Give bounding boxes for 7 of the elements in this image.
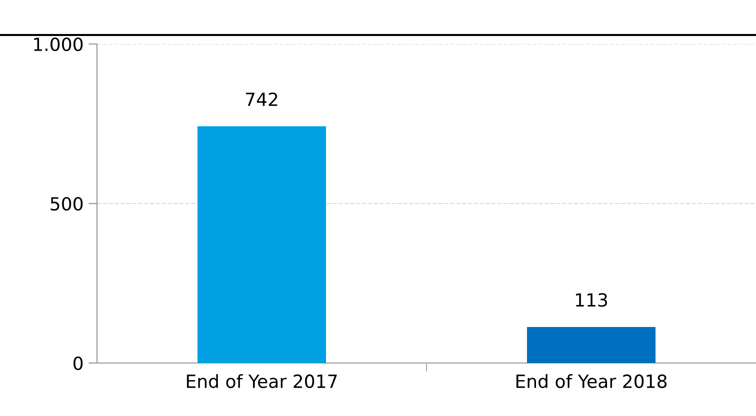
y-tick-label: 0 — [74, 356, 83, 370]
y-tick-label: 500 — [50, 196, 83, 211]
y-tick-label: 1.000 — [34, 37, 83, 52]
data-label: 742 — [246, 92, 278, 106]
x-tick-label: End of Year 2017 — [186, 374, 337, 388]
data-label: 113 — [576, 293, 608, 307]
x-tick-label: End of Year 2018 — [516, 374, 667, 388]
